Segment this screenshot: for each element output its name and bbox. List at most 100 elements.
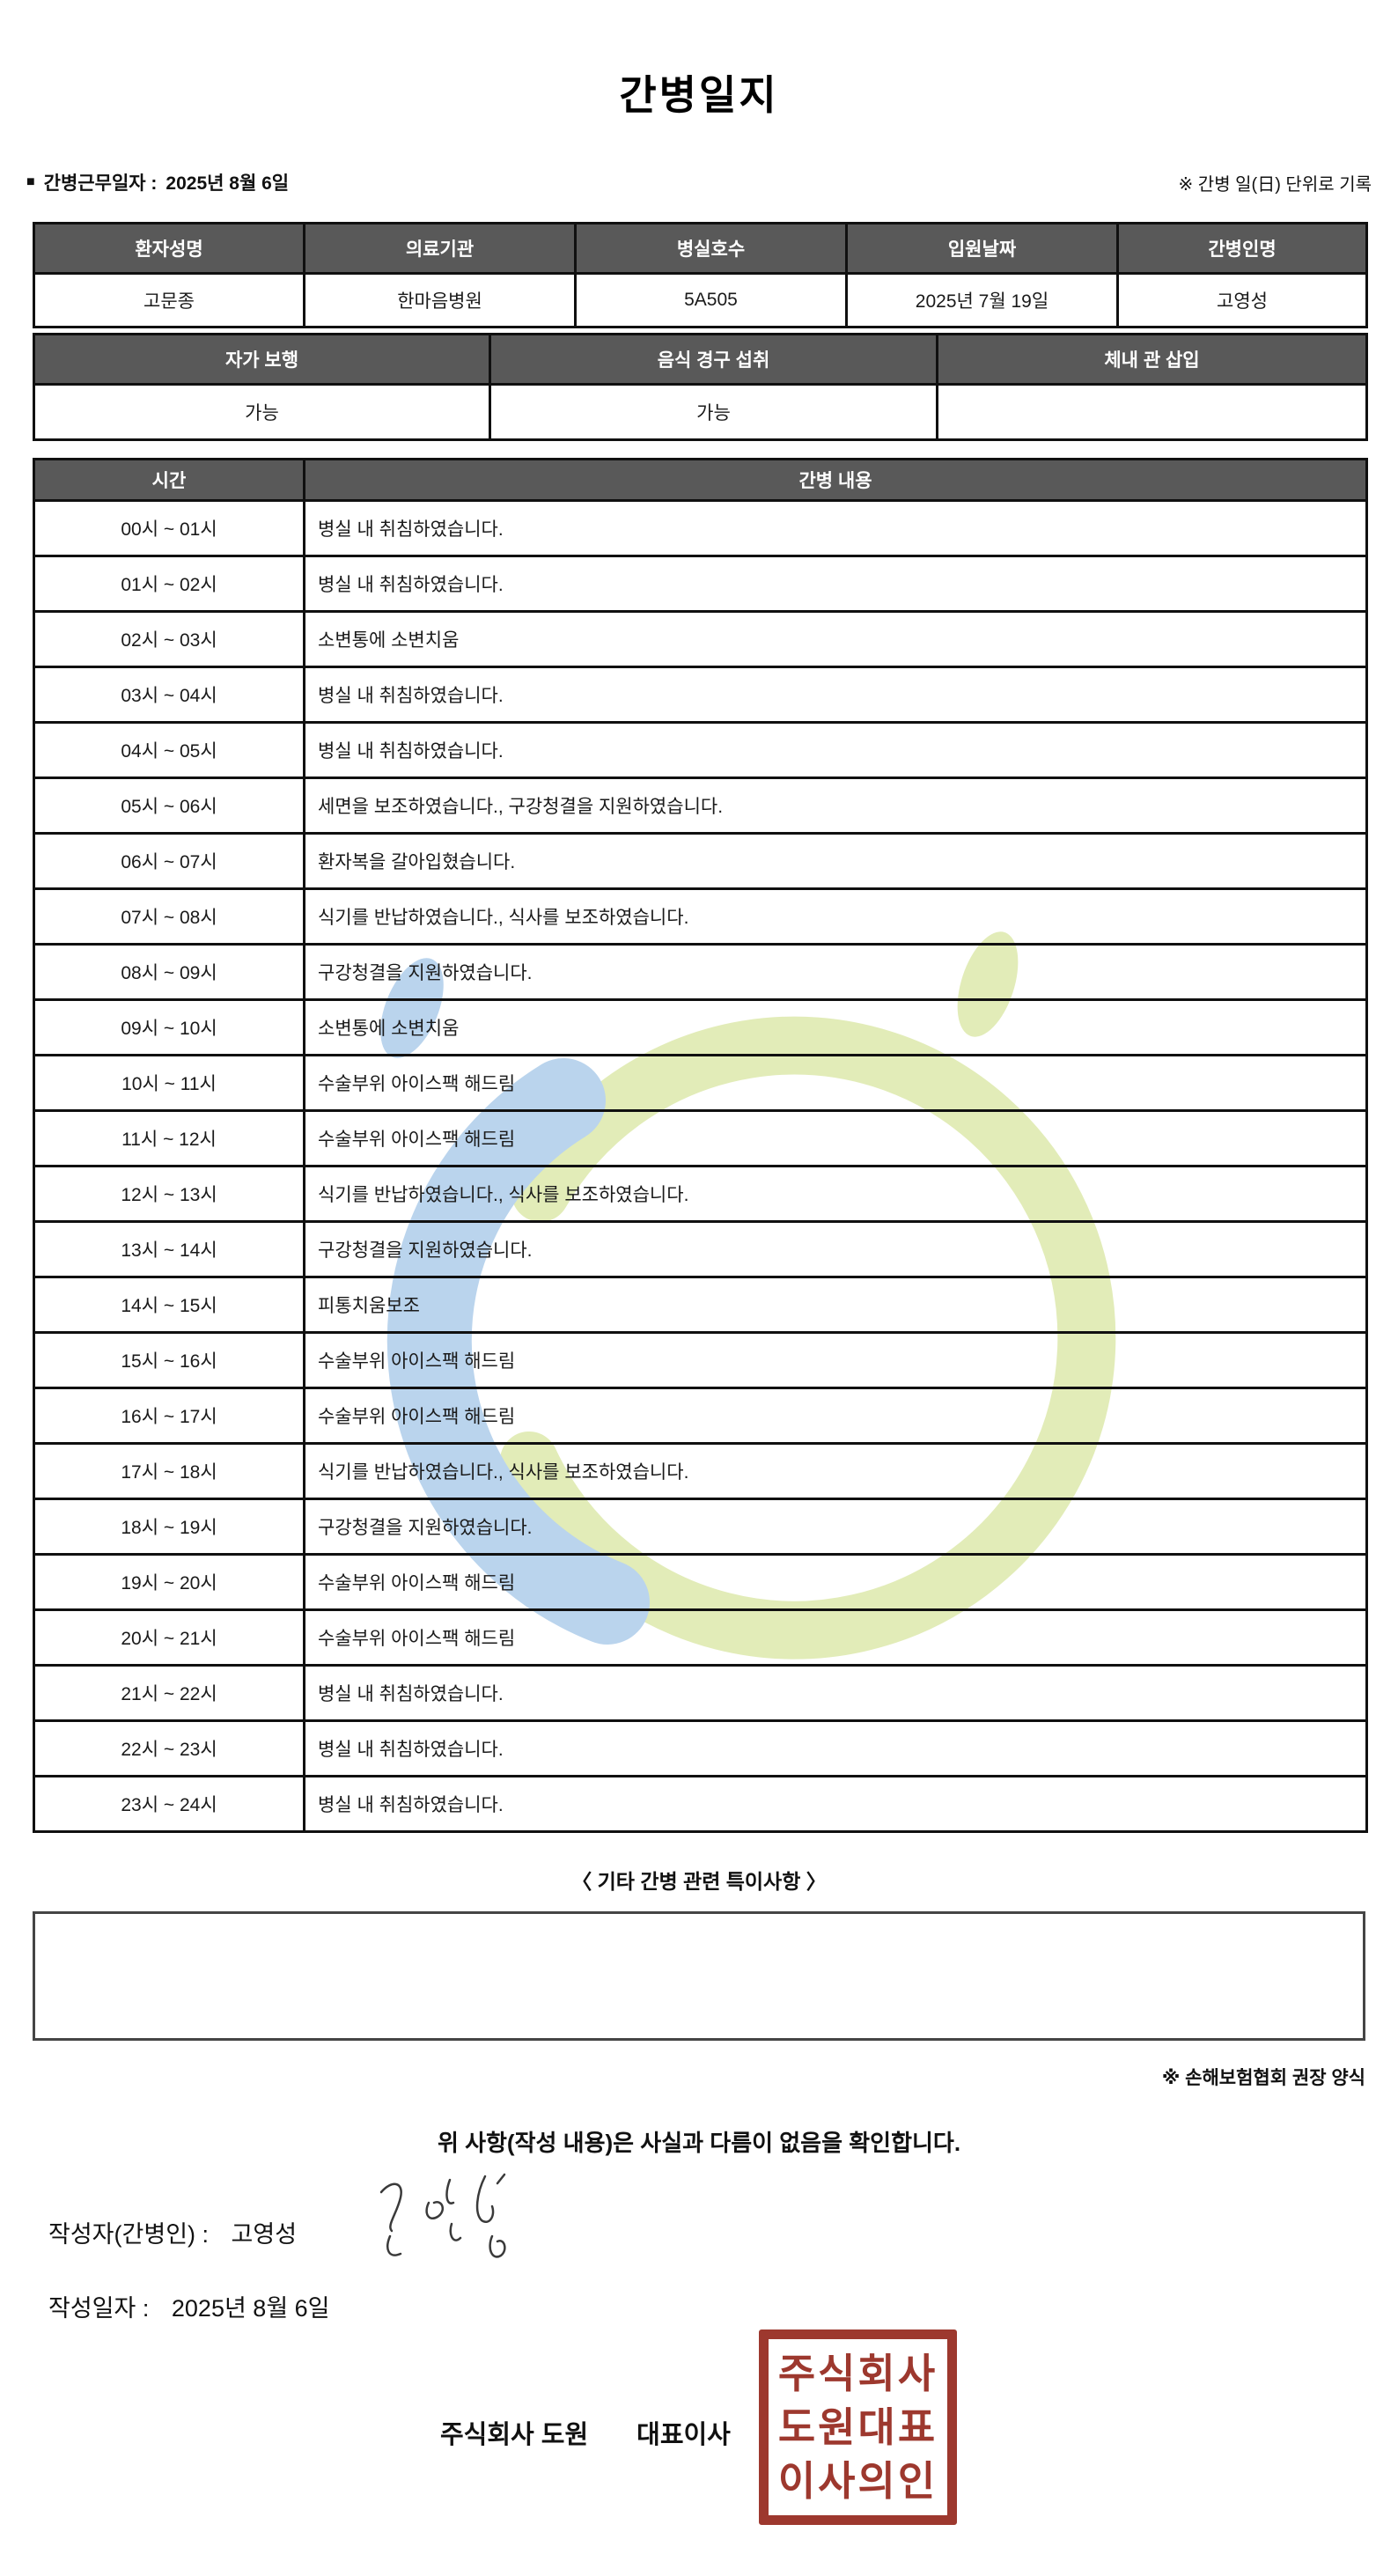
status-value-row: 가능 가능 [33,383,1368,441]
care-log-time: 06시 ~ 07시 [33,832,305,890]
ceo-title: 대표이사 [636,2421,731,2449]
care-log-content: 환자복을 갈아입혔습니다. [303,832,1368,890]
care-log-time: 20시 ~ 21시 [33,1608,305,1667]
care-log-content: 병실 내 취침하였습니다. [303,1664,1368,1722]
caregiver-name-value: 고영성 [1116,272,1368,328]
care-log-content: 수술부위 아이스팩 해드림 [303,1331,1368,1389]
care-log-time: 23시 ~ 24시 [33,1775,305,1833]
company-line: 주식회사 도원 대표이사 [440,2414,731,2451]
care-log-row: 19시 ~ 20시 수술부위 아이스팩 해드림 [33,1553,1368,1611]
patient-header-row: 환자성명 의료기관 병실호수 입원날짜 간병인명 [33,222,1368,275]
patient-status-table: 자가 보행 음식 경구 섭취 체내 관 삽입 가능 가능 [33,333,1368,441]
care-log-content: 세면을 보조하였습니다., 구강청결을 지원하였습니다. [303,776,1368,835]
patient-value-row: 고문종 한마음병원 5A505 2025년 7월 19일 고영성 [33,272,1368,328]
care-log-header-row: 시간 간병 내용 [33,458,1368,502]
care-log-content: 식기를 반납하였습니다., 식사를 보조하였습니다. [303,1165,1368,1223]
oral-intake-header: 음식 경구 섭취 [489,333,938,386]
written-date-value: 2025년 8월 6일 [171,2295,330,2322]
care-log-row: 08시 ~ 09시 구강청결을 지원하였습니다. [33,943,1368,1001]
care-log-row: 13시 ~ 14시 구강청결을 지원하였습니다. [33,1220,1368,1278]
written-date-line: 작성일자 : 2025년 8월 6일 [48,2289,330,2323]
writer-label: 작성자(간병인) : [48,2221,210,2248]
care-log-content: 병실 내 취침하였습니다. [303,1775,1368,1833]
room-number-value: 5A505 [574,272,848,328]
meta-line: ■ 간병근무일자 : 2025년 8월 6일 ※ 간병 일(日) 단위로 기록 [26,169,1372,195]
work-date-value: 2025년 8월 6일 [166,173,290,194]
unit-note: ※ 간병 일(日) 단위로 기록 [1178,174,1372,195]
care-log-time: 01시 ~ 02시 [33,555,305,613]
care-log-time: 13시 ~ 14시 [33,1220,305,1278]
notes-input-box[interactable] [33,1911,1365,2041]
care-log-time: 15시 ~ 16시 [33,1331,305,1389]
care-log-content: 식기를 반납하였습니다., 식사를 보조하였습니다. [303,887,1368,946]
patient-info-table: 환자성명 의료기관 병실호수 입원날짜 간병인명 고문종 한마음병원 5A505… [33,222,1368,328]
care-log-content: 수술부위 아이스팩 해드림 [303,1109,1368,1167]
corporate-seal-stamp: 주식회사 도원대표 이사의인 [759,2329,957,2525]
care-log-row: 14시 ~ 15시 피통치움보조 [33,1276,1368,1334]
care-log-content: 수술부위 아이스팩 해드림 [303,1553,1368,1611]
oral-intake-value: 가능 [489,383,938,441]
care-log-time: 03시 ~ 04시 [33,666,305,724]
care-log-time: 18시 ~ 19시 [33,1498,305,1556]
care-content-header: 간병 내용 [303,458,1368,502]
work-date-line: ■ 간병근무일자 : 2025년 8월 6일 [26,169,289,195]
care-log-time: 05시 ~ 06시 [33,776,305,835]
care-log-row: 16시 ~ 17시 수술부위 아이스팩 해드림 [33,1387,1368,1445]
caregiver-name-header: 간병인명 [1116,222,1368,275]
care-log-content: 수술부위 아이스팩 해드림 [303,1387,1368,1445]
care-log-row: 07시 ~ 08시 식기를 반납하였습니다., 식사를 보조하였습니다. [33,887,1368,946]
care-log-content: 소변통에 소변치움 [303,610,1368,668]
square-bullet-icon: ■ [26,174,35,189]
tube-insertion-value [936,383,1368,441]
care-log-time: 14시 ~ 15시 [33,1276,305,1334]
care-log-content: 구강청결을 지원하였습니다. [303,1220,1368,1278]
care-log-row: 18시 ~ 19시 구강청결을 지원하였습니다. [33,1498,1368,1556]
care-log-content: 병실 내 취침하였습니다. [303,721,1368,779]
work-date-label: 간병근무일자 : [43,173,158,194]
care-log-row: 01시 ~ 02시 병실 내 취침하였습니다. [33,555,1368,613]
care-log-content: 피통치움보조 [303,1276,1368,1334]
stamp-line-3: 이사의인 [777,2457,938,2504]
care-log-row: 21시 ~ 22시 병실 내 취침하였습니다. [33,1664,1368,1722]
writer-name: 고영성 [231,2221,298,2248]
care-log-content: 구강청결을 지원하였습니다. [303,943,1368,1001]
care-log-content: 병실 내 취침하였습니다. [303,499,1368,557]
stamp-line-1: 주식회사 [777,2350,938,2396]
care-log-row: 03시 ~ 04시 병실 내 취침하였습니다. [33,666,1368,724]
care-log-time: 00시 ~ 01시 [33,499,305,557]
care-log-row: 10시 ~ 11시 수술부위 아이스팩 해드림 [33,1054,1368,1112]
caregiver-signature [379,2173,506,2258]
admission-date-header: 입원날짜 [845,222,1119,275]
care-log-time: 02시 ~ 03시 [33,610,305,668]
care-log-content: 구강청결을 지원하였습니다. [303,1498,1368,1556]
notes-heading: 〈 기타 간병 관련 특이사항 〉 [571,1870,827,1893]
care-log-table: 시간 간병 내용 00시 ~ 01시 병실 내 취침하였습니다. 01시 ~ 0… [33,458,1368,1833]
self-walking-value: 가능 [33,383,491,441]
room-number-header: 병실호수 [574,222,848,275]
care-log-row: 06시 ~ 07시 환자복을 갈아입혔습니다. [33,832,1368,890]
care-log-time: 12시 ~ 13시 [33,1165,305,1223]
company-name: 주식회사 도원 [440,2421,589,2449]
care-log-content: 수술부위 아이스팩 해드림 [303,1054,1368,1112]
tube-insertion-header: 체내 관 삽입 [936,333,1368,386]
care-log-row: 17시 ~ 18시 식기를 반납하였습니다., 식사를 보조하였습니다. [33,1442,1368,1500]
care-log-row: 22시 ~ 23시 병실 내 취침하였습니다. [33,1719,1368,1777]
hospital-header: 의료기관 [303,222,577,275]
care-log-row: 04시 ~ 05시 병실 내 취침하였습니다. [33,721,1368,779]
hospital-value: 한마음병원 [303,272,577,328]
confirmation-statement: 위 사항(작성 내용)은 사실과 다름이 없음을 확인합니다. [437,2130,961,2156]
care-log-content: 병실 내 취침하였습니다. [303,1719,1368,1777]
care-log-time: 21시 ~ 22시 [33,1664,305,1722]
patient-name-header: 환자성명 [33,222,305,275]
time-header: 시간 [33,458,305,502]
care-log-row: 05시 ~ 06시 세면을 보조하였습니다., 구강청결을 지원하였습니다. [33,776,1368,835]
care-log-time: 09시 ~ 10시 [33,998,305,1056]
status-header-row: 자가 보행 음식 경구 섭취 체내 관 삽입 [33,333,1368,386]
care-log-time: 17시 ~ 18시 [33,1442,305,1500]
care-log-row: 02시 ~ 03시 소변통에 소변치움 [33,610,1368,668]
care-log-row: 12시 ~ 13시 식기를 반납하였습니다., 식사를 보조하였습니다. [33,1165,1368,1223]
care-log-row: 23시 ~ 24시 병실 내 취침하였습니다. [33,1775,1368,1833]
care-log-row: 11시 ~ 12시 수술부위 아이스팩 해드림 [33,1109,1368,1167]
care-log-time: 11시 ~ 12시 [33,1109,305,1167]
